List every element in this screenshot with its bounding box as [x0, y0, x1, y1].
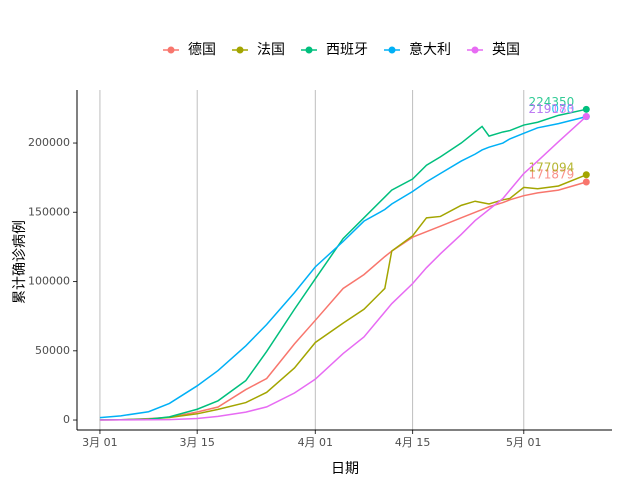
series-line: [99, 174, 587, 421]
data-label: 224350: [528, 95, 574, 109]
y-tick-label: 50000: [35, 344, 70, 357]
legend-marker: [388, 46, 396, 54]
legend-marker: [305, 46, 313, 54]
end-point: [582, 171, 590, 179]
series-line: [99, 108, 587, 421]
series-line: [99, 115, 587, 421]
x-tick-label: 3月 01: [82, 436, 118, 449]
y-axis-label: 累计确诊病例: [12, 220, 28, 304]
y-tick-label: 100000: [28, 275, 70, 288]
legend-label: 意大利: [409, 41, 451, 58]
end-point: [582, 112, 590, 120]
x-tick-label: 4月 01: [298, 436, 334, 449]
series-line: [99, 181, 587, 421]
series-line: [99, 115, 587, 419]
x-tick-label: 3月 15: [179, 436, 215, 449]
data-label: 171879: [528, 167, 574, 181]
data-label: 219070: [528, 102, 574, 116]
x-tick-label: 4月 15: [395, 436, 431, 449]
end-point: [582, 178, 590, 186]
data-label: 219183: [528, 102, 574, 116]
legend-marker: [471, 46, 479, 54]
data-label: 177094: [528, 160, 574, 174]
y-tick-label: 0: [63, 413, 70, 426]
legend-label: 法国: [257, 42, 285, 58]
end-point: [582, 105, 590, 113]
legend-label: 德国: [188, 42, 216, 58]
x-axis-label: 日期: [331, 461, 359, 477]
y-tick-label: 150000: [28, 205, 70, 218]
legend-marker: [236, 46, 244, 54]
legend-label: 英国: [492, 41, 520, 58]
legend-marker: [167, 46, 175, 54]
y-tick-label: 200000: [28, 136, 70, 149]
legend-label: 西班牙: [326, 42, 368, 58]
x-tick-label: 5月 01: [506, 436, 542, 449]
